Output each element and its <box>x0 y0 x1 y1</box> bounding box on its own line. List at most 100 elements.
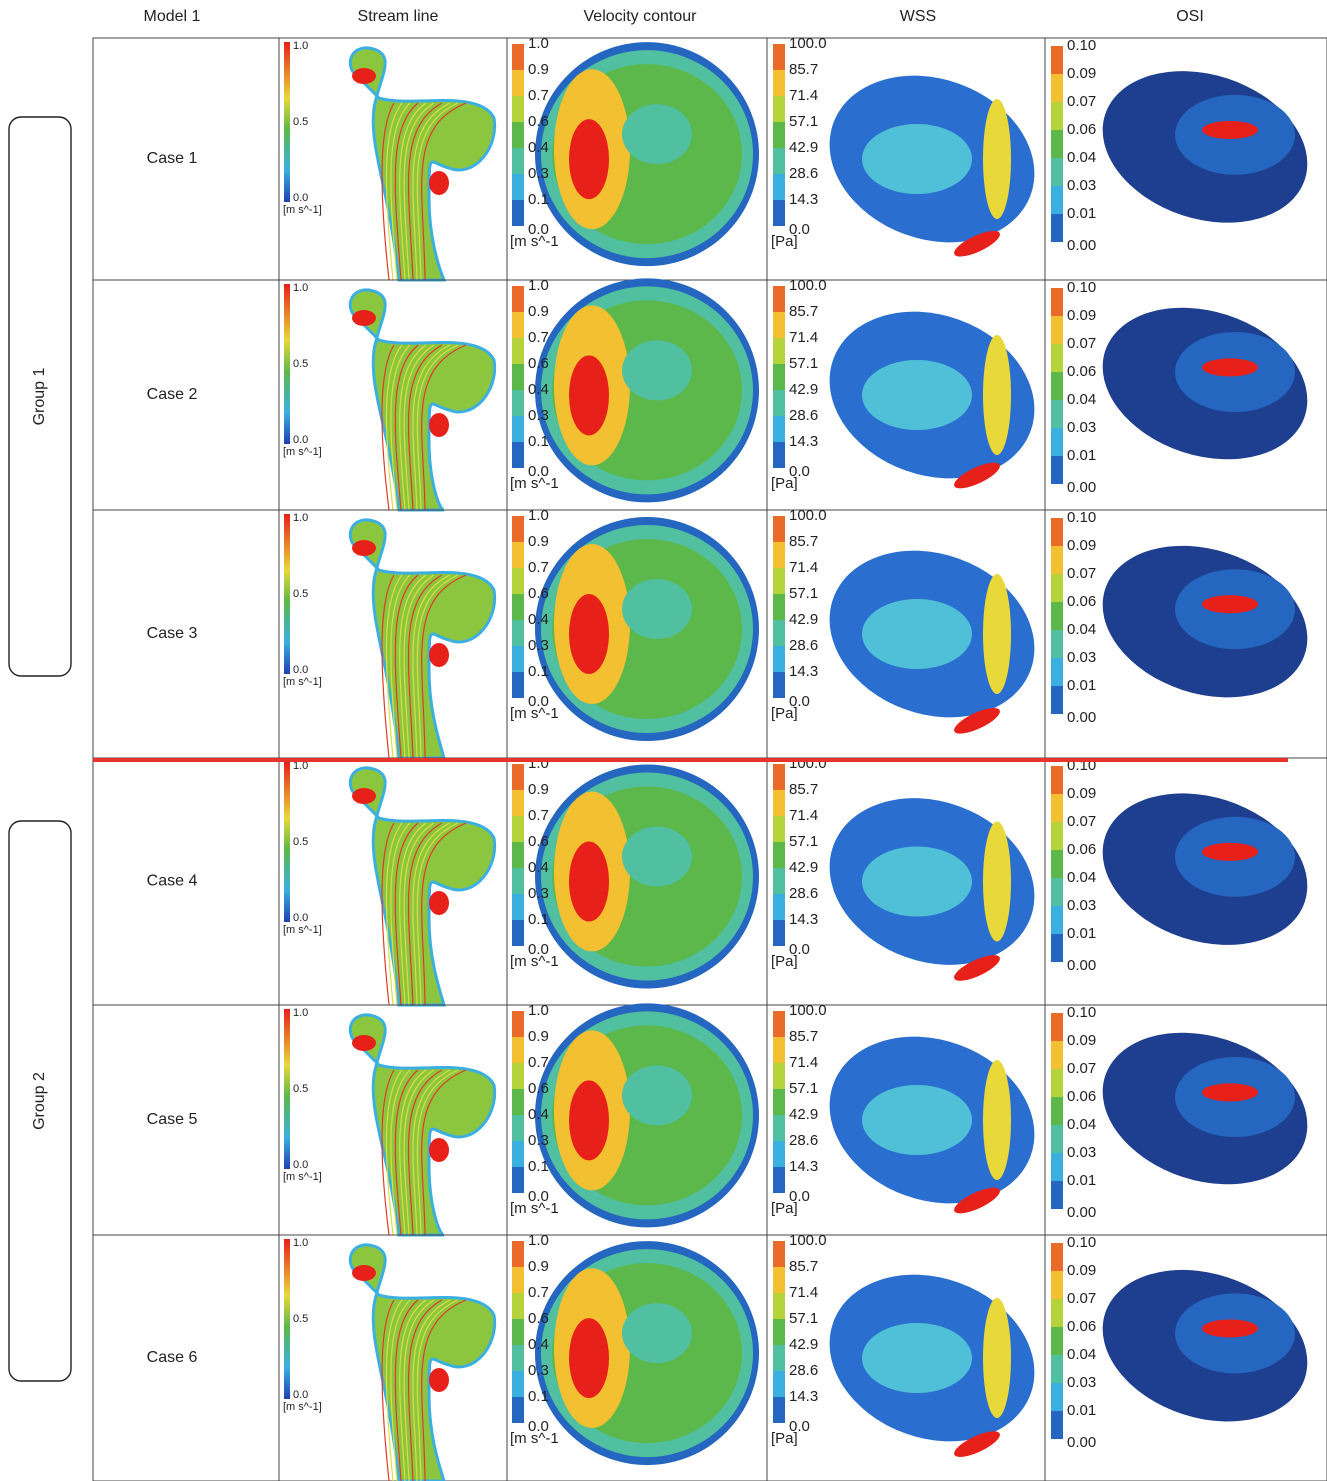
colorbar-label: 0.3 <box>528 1132 549 1149</box>
colorbar-unit: [m s^-1] <box>283 1401 322 1413</box>
case-label: Case 1 <box>147 150 198 167</box>
colorbar-label: 0.5 <box>293 116 308 128</box>
colorbar-label: 0.0 <box>293 664 308 676</box>
colorbar-segment <box>773 122 785 148</box>
colorbar-segment <box>512 312 524 338</box>
colorbar-label: 0.6 <box>528 355 549 372</box>
colorbar-label: 1.0 <box>293 40 308 52</box>
colorbar-label: 0.9 <box>528 1258 549 1275</box>
colorbar-label: 71.4 <box>789 807 818 824</box>
colorbar-label: 0.6 <box>528 585 549 602</box>
wss-region <box>862 599 972 669</box>
colorbar-label: 0.00 <box>1067 237 1096 254</box>
colorbar-segment <box>512 122 524 148</box>
colorbar-label: 100.0 <box>789 755 827 772</box>
colorbar-unit: [m s^-1 <box>510 1430 559 1447</box>
colorbar-segment <box>1051 1153 1063 1181</box>
colorbar-segment <box>773 148 785 174</box>
colorbar-label: 85.7 <box>789 61 818 78</box>
stream-line-image <box>350 48 494 280</box>
colorbar-label: 0.03 <box>1067 177 1096 194</box>
wss-region <box>983 1060 1011 1180</box>
colorbar-label: 0.06 <box>1067 841 1096 858</box>
wss-region <box>983 1298 1011 1418</box>
osi-region <box>1202 843 1258 861</box>
colorbar-segment <box>773 568 785 594</box>
colorbar-segment <box>1051 630 1063 658</box>
colorbar-label: 0.10 <box>1067 1004 1096 1021</box>
colorbar-segment <box>512 1319 524 1345</box>
colorbar-label: 0.5 <box>293 358 308 370</box>
colorbar-label: 57.1 <box>789 355 818 372</box>
colorbar-label: 57.1 <box>789 1310 818 1327</box>
colorbar-label: 0.0 <box>293 1159 308 1171</box>
colorbar-label: 0.00 <box>1067 709 1096 726</box>
colorbar-label: 1.0 <box>528 35 549 52</box>
colorbar-label: 0.03 <box>1067 1374 1096 1391</box>
colorbar-segment <box>1051 1069 1063 1097</box>
velocity-region <box>569 594 609 674</box>
colorbar-label: 57.1 <box>789 833 818 850</box>
colorbar-label: 14.3 <box>789 911 818 928</box>
colorbar-segment <box>1051 1327 1063 1355</box>
colorbar-label: 0.00 <box>1067 1434 1096 1451</box>
colorbar-segment <box>773 416 785 442</box>
column-header: WSS <box>900 8 936 25</box>
velocity-region <box>622 1065 692 1125</box>
colorbar-unit: [Pa] <box>771 1430 798 1447</box>
colorbar-label: 0.1 <box>528 433 549 450</box>
colorbar-segment <box>512 1063 524 1089</box>
colorbar-label: 0.03 <box>1067 897 1096 914</box>
jet <box>429 171 449 195</box>
colorbar-gradient <box>284 284 290 444</box>
group-label: Group 2 <box>31 1072 48 1130</box>
osi-region <box>1202 1083 1258 1101</box>
colorbar-segment <box>773 1011 785 1037</box>
colorbar-label: 0.4 <box>528 381 549 398</box>
colorbar-label: 85.7 <box>789 1028 818 1045</box>
jet <box>352 540 376 556</box>
colorbar-segment <box>512 390 524 416</box>
colorbar-segment <box>773 842 785 868</box>
colorbar-label: 0.0 <box>293 912 308 924</box>
colorbar-segment <box>1051 602 1063 630</box>
velocity-region <box>622 1303 692 1363</box>
colorbar-segment <box>1051 288 1063 316</box>
colorbar-segment <box>773 44 785 70</box>
colorbar-label: 0.4 <box>528 139 549 156</box>
colorbar-label: 0.07 <box>1067 813 1096 830</box>
colorbar-label: 0.0 <box>293 1389 308 1401</box>
colorbar-unit: [Pa] <box>771 475 798 492</box>
colorbar-segment <box>512 1345 524 1371</box>
case-label: Case 5 <box>147 1111 198 1128</box>
colorbar-label: 14.3 <box>789 191 818 208</box>
colorbar-unit: [m s^-1] <box>283 924 322 936</box>
colorbar-label: 0.7 <box>528 807 549 824</box>
colorbar-label: 0.6 <box>528 113 549 130</box>
colorbar-segment <box>512 1167 524 1193</box>
jet <box>352 788 376 804</box>
colorbar-segment <box>512 842 524 868</box>
colorbar-unit: [m s^-1] <box>283 204 322 216</box>
colorbar-unit: [Pa] <box>771 953 798 970</box>
wss-region <box>862 124 972 194</box>
colorbar-label: 0.0 <box>293 434 308 446</box>
colorbar-segment <box>773 70 785 96</box>
colorbar-segment <box>773 442 785 468</box>
velocity-region <box>569 355 609 435</box>
wss-region <box>983 99 1011 219</box>
colorbar-label: 0.03 <box>1067 649 1096 666</box>
colorbar-segment <box>1051 1271 1063 1299</box>
colorbar-segment <box>1051 158 1063 186</box>
wss-region <box>983 574 1011 694</box>
colorbar-segment <box>512 594 524 620</box>
colorbar-segment <box>1051 546 1063 574</box>
colorbar-label: 0.09 <box>1067 537 1096 554</box>
colorbar-segment <box>512 70 524 96</box>
colorbar-label: 0.3 <box>528 885 549 902</box>
colorbar-segment <box>1051 850 1063 878</box>
colorbar-segment <box>1051 658 1063 686</box>
colorbar-segment <box>773 1345 785 1371</box>
colorbar-label: 42.9 <box>789 381 818 398</box>
colorbar-segment <box>512 1089 524 1115</box>
